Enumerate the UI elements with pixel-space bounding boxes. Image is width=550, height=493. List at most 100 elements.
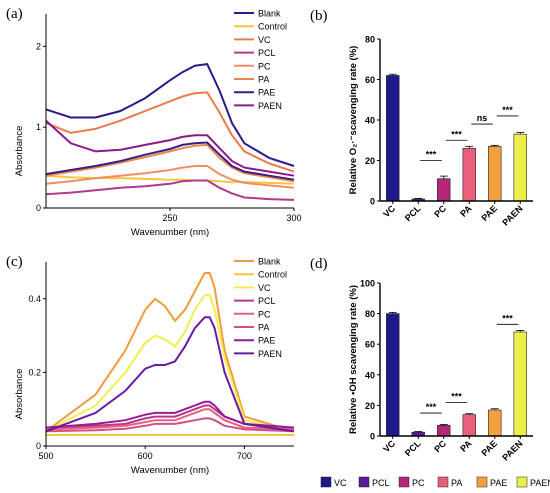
legend-label: Blank — [258, 257, 281, 267]
x-tick-label: PAE — [479, 203, 499, 223]
x-tick-label: PAEN — [500, 438, 524, 462]
series-line-pcl — [45, 179, 295, 201]
x-tick-label: PAE — [479, 438, 499, 458]
legend-label: PC — [258, 61, 271, 71]
bar-vc — [386, 313, 400, 437]
series-line-pae — [45, 400, 295, 429]
legend-label: PAE — [258, 88, 275, 98]
x-tick-label: PA — [458, 203, 474, 219]
x-axis-label: Wavenumber (nm) — [131, 465, 209, 476]
y-tick-label: 0 — [36, 441, 41, 451]
legend-label: VC — [258, 35, 271, 45]
legend-label: PAEN — [258, 349, 282, 359]
legend-label: PAEN — [258, 101, 282, 111]
significance-label: *** — [451, 129, 462, 139]
x-tick-label: PAEN — [500, 203, 524, 227]
legend-label: PCL — [258, 296, 276, 306]
significance-label: *** — [451, 391, 462, 401]
x-tick-label: PCL — [403, 203, 423, 223]
x-tick-label: PC — [432, 438, 448, 454]
y-tick-label: 0 — [370, 197, 375, 207]
y-tick-label: 40 — [365, 116, 375, 126]
panel-letter: (d) — [310, 256, 328, 272]
x-tick-label: 500 — [38, 451, 53, 461]
bar-pae — [488, 409, 502, 437]
legend-label: VC — [334, 478, 347, 488]
panel-b-superoxide-bar-chart: (b) *** *** ns *** 0 20 40 60 80 VC PCL PC PA PAE PAEN R… — [310, 8, 533, 228]
legend-swatch-pcl — [358, 476, 370, 488]
legend-swatch-paen — [516, 476, 528, 488]
y-tick-label: 0.4 — [28, 294, 41, 304]
bar-pc — [437, 424, 451, 437]
y-tick-label: 0 — [370, 432, 375, 442]
significance-label: *** — [426, 402, 437, 412]
y-tick-label: 1 — [36, 122, 41, 132]
legend-label: PCL — [258, 48, 276, 58]
legend-label: PA — [258, 75, 269, 85]
series-line-blank — [45, 63, 295, 167]
legend-label: PC — [412, 478, 425, 488]
y-axis-label: Absorbance — [14, 369, 25, 420]
legend-label: Control — [258, 22, 287, 32]
significance-label: *** — [426, 150, 437, 160]
series-line-pc — [45, 408, 295, 431]
panel-d-hydroxyl-bar-chart: (d) *** *** *** 0 20 40 60 80 100 VC PCL PC PA PAE PAEN… — [310, 256, 533, 463]
legend-label: PC — [258, 309, 271, 319]
bar-pae — [488, 146, 502, 202]
x-tick-label: 250 — [162, 213, 177, 223]
x-axis-label: Wavenumber (nm) — [131, 227, 209, 238]
legend-label: PA — [451, 478, 462, 488]
series-line-blank — [45, 272, 295, 433]
y-tick-label: 0.2 — [28, 367, 41, 377]
legend-label: PAE — [490, 478, 507, 488]
y-axis-label: Absorbance — [14, 126, 25, 177]
bar-paen — [513, 133, 527, 202]
bottom-legend: VC PCL PC PA PAE PAEN — [320, 476, 550, 488]
legend-swatch-pc — [398, 476, 410, 488]
significance-label: *** — [502, 105, 513, 115]
y-tick-label: 100 — [360, 279, 375, 289]
series-line-vc — [45, 294, 295, 433]
y-tick-label: 20 — [365, 156, 375, 166]
x-tick-label: PA — [458, 438, 474, 454]
panel-a-absorbance-chart: (a) 250 300 0 1 2 Wavenumber (nm) Absorbance Bla… — [6, 6, 302, 238]
x-tick-label: PCL — [403, 438, 423, 458]
legend-swatch-vc — [320, 476, 332, 488]
significance-label: *** — [502, 313, 513, 323]
y-tick-label: 60 — [365, 75, 375, 85]
y-tick-label: 80 — [365, 35, 375, 45]
panel-c-absorbance-chart: (c) 500 600 700 0 0.2 0.4 Wavenumber (nm) Absorb… — [6, 254, 295, 476]
y-axis-label: Relative O₂·⁻scavenging rate (%) — [348, 46, 359, 195]
x-tick-label: VC — [381, 438, 397, 454]
series-line-paen — [45, 119, 295, 177]
y-tick-label: 20 — [365, 401, 375, 411]
series-line-pae — [45, 141, 295, 181]
series-line-pc — [45, 165, 295, 189]
x-tick-label: 600 — [138, 451, 153, 461]
series-line-paen — [45, 316, 295, 433]
bar-pa — [462, 148, 476, 202]
x-tick-label: PC — [432, 203, 448, 219]
y-axis-label: Relative •OH scavenging rate (%) — [348, 285, 359, 434]
y-tick-label: 2 — [36, 41, 41, 51]
y-tick-label: 0 — [36, 203, 41, 213]
x-tick-label: 700 — [237, 451, 252, 461]
bar-pc — [437, 178, 451, 202]
legend-label: PCL — [372, 478, 390, 488]
y-tick-label: 80 — [365, 309, 375, 319]
x-tick-label: 300 — [286, 213, 301, 223]
panel-letter: (b) — [310, 8, 328, 24]
panel-letter: (a) — [6, 6, 23, 22]
legend-label: PAE — [258, 336, 275, 346]
y-tick-label: 60 — [365, 340, 375, 350]
legend-label: PAEN — [530, 478, 550, 488]
legend-label: VC — [258, 283, 271, 293]
bar-vc — [386, 75, 400, 202]
x-tick-label: VC — [381, 203, 397, 219]
series-line-vc — [45, 91, 295, 173]
legend-label: PA — [258, 323, 269, 333]
legend-swatch-pae — [476, 476, 488, 488]
legend-label: Blank — [258, 9, 281, 19]
legend-label: Control — [258, 270, 287, 280]
